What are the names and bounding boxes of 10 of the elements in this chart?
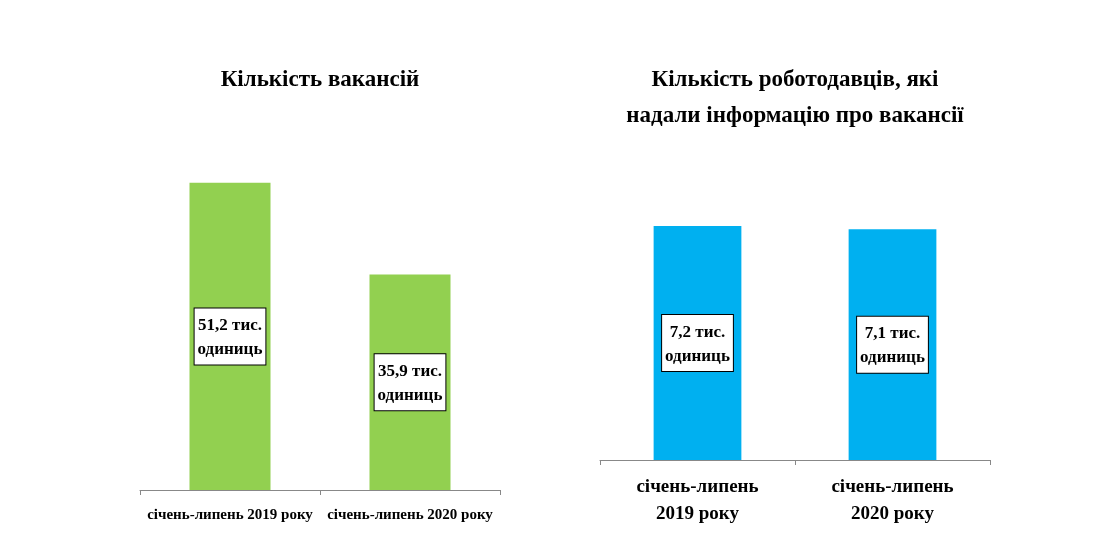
x-tick-label: січень-липень 2020 року [831,475,954,523]
chart-title: Кількість вакансій [220,65,420,91]
data-label: 7,2 тис. одиниць [665,321,730,365]
data-label: 7,1 тис. одиниць [860,323,925,367]
x-tick-label: січень-липень 2019 року [636,475,759,523]
data-label: 35,9 тис. одиниць [377,360,443,404]
data-label: 51,2 тис. одиниць [197,314,263,358]
chart-title: Кількість роботодавців, які надали інформацію про вакансії [626,65,965,127]
x-tick-label: січень-липень 2020 року [327,505,494,522]
x-tick-label: січень-липень 2019 року [147,505,314,522]
